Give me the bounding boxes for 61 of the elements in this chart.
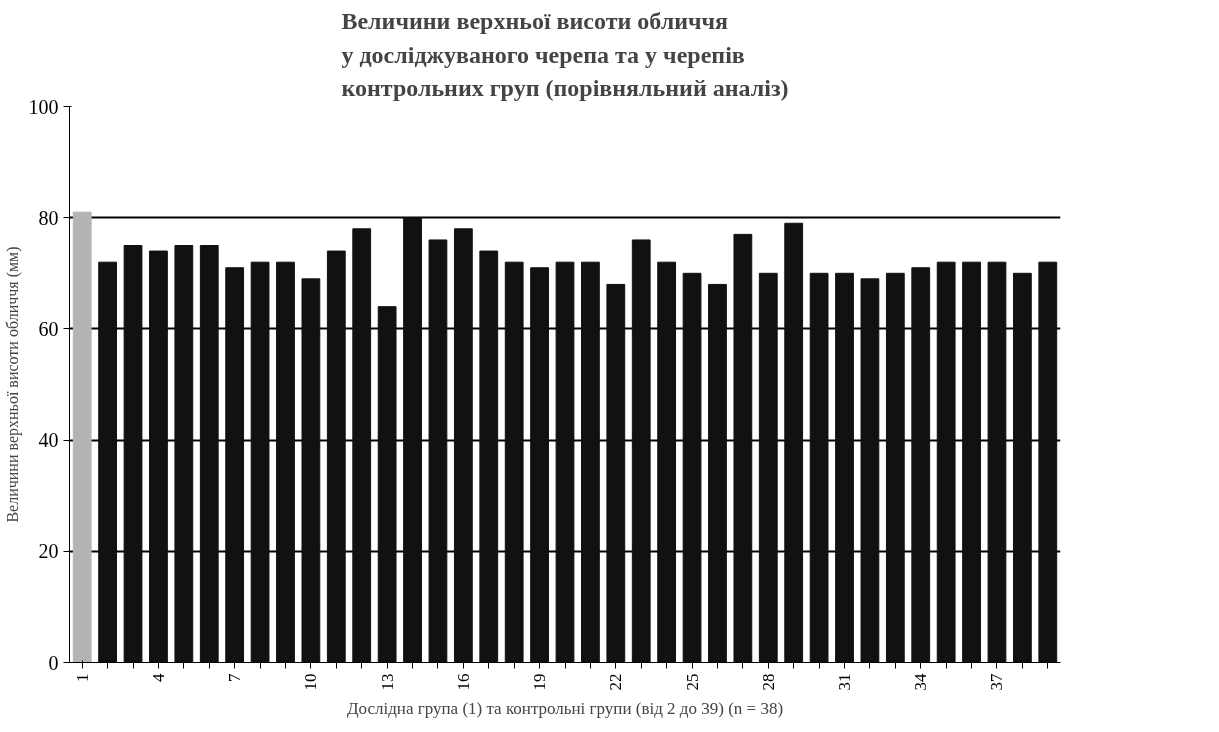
bar: [72, 211, 92, 663]
bar: [479, 250, 499, 663]
y-tick-label: 80: [38, 206, 59, 229]
bar: [276, 261, 295, 663]
bar: [708, 283, 727, 663]
bar: [301, 278, 321, 663]
chart-title: Величини верхньої висоти обличчя у досліджуваного черепа та у черепів контрольних груп (порівняльний аналіз): [341, 7, 789, 102]
bar: [123, 245, 143, 663]
x-axis-title: Дослідна група (1) та контрольні групи (від 2 до 39) (n = 38): [346, 698, 784, 718]
bar: [504, 261, 524, 663]
bar: [581, 261, 600, 663]
y-tick-label: 100: [28, 95, 59, 118]
bar: [987, 261, 1007, 663]
bar: [784, 222, 804, 663]
bar: [326, 250, 346, 663]
x-tick-label: 25: [682, 673, 702, 691]
bar: [657, 261, 677, 663]
x-tick-label: 16: [453, 673, 473, 691]
x-tick-label: 7: [225, 673, 245, 682]
bar: [962, 261, 981, 663]
x-tick-label: 22: [606, 673, 626, 691]
bar: [911, 267, 931, 663]
bar: [453, 228, 473, 663]
x-tick-label: 28: [758, 673, 778, 691]
y-tick-label: 60: [38, 317, 59, 340]
bar: [936, 261, 956, 663]
x-tick-label: 4: [148, 673, 168, 682]
bar: [377, 306, 397, 663]
x-tick-label: 1: [72, 673, 92, 682]
bar: [682, 272, 702, 663]
bar: [631, 239, 651, 663]
bar: [352, 228, 372, 663]
bar: [606, 283, 626, 663]
bar: [174, 245, 194, 663]
bar: [835, 272, 854, 663]
bar: [758, 272, 778, 663]
bar: [555, 261, 575, 663]
y-tick-label: 20: [38, 540, 59, 563]
x-tick-label: 37: [987, 673, 1007, 691]
x-tick-label: 13: [377, 673, 397, 691]
bar: [860, 278, 880, 663]
x-tick-label: 10: [301, 673, 321, 691]
bar: [149, 250, 168, 663]
bar: [1012, 272, 1032, 663]
y-axis-title: Величини верхньої висоти обличчя (мм): [3, 246, 22, 523]
bar: [885, 272, 905, 663]
bar: [199, 245, 219, 663]
bar: [530, 267, 549, 663]
x-tick-label: 34: [911, 673, 931, 691]
bar: [809, 272, 829, 663]
bar: [403, 217, 422, 663]
y-tick-label: 0: [48, 651, 59, 674]
x-tick-label: 31: [835, 673, 855, 691]
bar: [250, 261, 270, 663]
bar: [98, 261, 118, 663]
y-tick-label: 40: [38, 429, 59, 452]
bar: [428, 239, 448, 663]
bar: [733, 233, 753, 663]
bar: [1038, 261, 1058, 663]
x-tick-label: 19: [530, 673, 550, 691]
bar: [225, 267, 245, 663]
